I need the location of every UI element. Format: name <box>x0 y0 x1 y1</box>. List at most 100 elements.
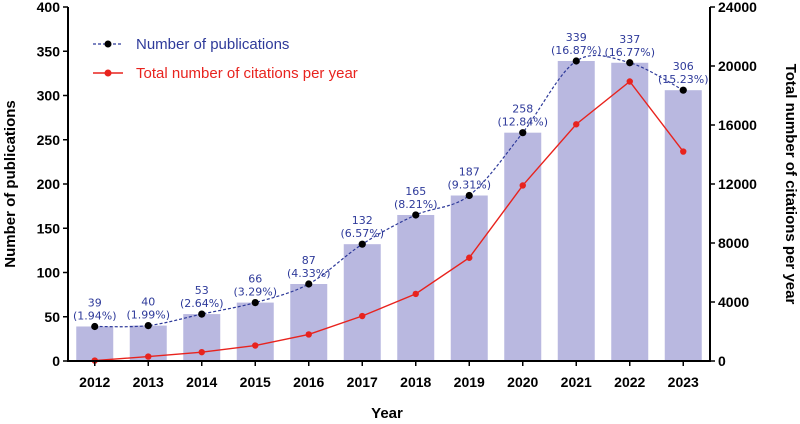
legend-citations-marker <box>104 69 112 77</box>
bar-percent-label-2023: (15.23%) <box>658 73 709 86</box>
bar-percent-label-2015: (3.29%) <box>233 286 277 299</box>
y-left-tick-label: 0 <box>52 353 60 369</box>
publications-point-2012 <box>91 322 99 331</box>
bars-group <box>76 60 702 362</box>
bar-percent-label-2018: (8.21%) <box>394 198 438 211</box>
y-right-tick-label: 0 <box>718 353 726 369</box>
x-tick-label-2016: 2016 <box>293 374 324 390</box>
x-tick-label-2022: 2022 <box>614 374 645 390</box>
bar-percent-label-2014: (2.64%) <box>180 297 224 310</box>
bar-2017 <box>343 244 381 361</box>
y-left-tick-label: 150 <box>37 220 61 236</box>
publications-point-2023 <box>679 86 687 94</box>
bar-2023 <box>664 90 702 361</box>
citations-point-2023 <box>680 148 687 155</box>
publications-point-2013 <box>144 322 152 330</box>
bar-count-label-2013: 40 <box>141 296 155 309</box>
bar-count-label-2014: 53 <box>195 284 209 297</box>
bar-labels-group: 39(1.94%) 40(1.99%) 53(2.64%) 66(3.29%) 87(4… <box>73 31 709 322</box>
bar-percent-label-2019: (9.31%) <box>447 179 491 192</box>
x-tick-label-2017: 2017 <box>347 374 378 390</box>
publications-point-2020 <box>519 129 527 137</box>
bar-2021 <box>557 60 595 362</box>
citations-line-group <box>91 78 687 364</box>
bar-percent-label-2013: (1.99%) <box>126 309 170 322</box>
bar-count-label-2016: 87 <box>302 254 316 267</box>
citations-point-2015 <box>252 342 259 349</box>
bar-count-label-2012: 39 <box>88 296 102 309</box>
x-tick-label-2014: 2014 <box>186 374 217 390</box>
publications-line-group <box>91 54 687 331</box>
y-right-tick-label: 12000 <box>718 176 757 192</box>
x-axis-title: Year <box>371 405 403 422</box>
bar-2015 <box>236 302 274 361</box>
axes-group: 0501001502002503003504000400080001200016… <box>37 0 758 390</box>
x-tick-label-2023: 2023 <box>668 374 699 390</box>
citations-point-2021 <box>573 121 580 128</box>
legend: Number of publications Total number of c… <box>93 36 358 82</box>
citations-point-2018 <box>412 290 419 298</box>
y-right-tick-label: 24000 <box>718 0 757 15</box>
bar-2022 <box>611 62 649 361</box>
bar-count-label-2021: 339 <box>566 31 587 44</box>
legend-publications-marker <box>104 40 112 48</box>
citations-point-2019 <box>466 254 473 261</box>
bar-percent-label-2017: (6.57%) <box>340 227 384 240</box>
y-right-tick-label: 20000 <box>718 58 757 74</box>
bar-count-label-2023: 306 <box>673 60 694 73</box>
publications-point-2016 <box>305 280 313 288</box>
bar-percent-label-2016: (4.33%) <box>287 267 331 280</box>
citations-point-2014 <box>198 348 205 356</box>
bar-2012 <box>76 326 114 361</box>
publications-point-2015 <box>251 298 259 307</box>
y-left-tick-label: 350 <box>37 43 61 59</box>
bar-count-label-2019: 187 <box>459 166 480 179</box>
bar-count-label-2022: 337 <box>619 33 640 46</box>
citations-line <box>94 80 684 362</box>
y-right-tick-label: 8000 <box>718 235 749 251</box>
bar-count-label-2020: 258 <box>512 103 533 116</box>
bar-count-label-2017: 132 <box>352 214 373 227</box>
publications-point-2017 <box>358 240 366 248</box>
y-axis-right-title: Total number of citations per year <box>782 64 799 305</box>
citations-point-2013 <box>145 353 152 360</box>
x-tick-label-2015: 2015 <box>240 374 271 390</box>
x-tick-label-2019: 2019 <box>454 374 485 390</box>
bar-percent-label-2022: (16.77%) <box>604 46 655 59</box>
citations-point-2022 <box>626 78 633 85</box>
citations-point-2017 <box>359 312 366 320</box>
publications-point-2019 <box>465 191 473 200</box>
y-axis-left-title: Number of publications <box>2 100 19 268</box>
x-tick-label-2020: 2020 <box>507 374 538 390</box>
y-left-tick-label: 50 <box>44 309 60 325</box>
bar-count-label-2015: 66 <box>248 273 262 286</box>
citations-point-2020 <box>519 182 526 189</box>
bar-percent-label-2021: (16.87%) <box>551 44 602 57</box>
publications-trend-line <box>94 54 684 328</box>
bar-percent-label-2020: (12.84%) <box>497 116 548 129</box>
x-tick-label-2018: 2018 <box>400 374 431 390</box>
y-right-tick-label: 16000 <box>718 117 757 133</box>
bar-2020 <box>504 132 542 361</box>
bar-2019 <box>450 195 488 361</box>
bar-2018 <box>397 214 435 361</box>
y-left-tick-label: 100 <box>37 265 61 281</box>
citations-point-2016 <box>305 331 312 338</box>
bar-count-label-2018: 165 <box>405 185 426 198</box>
x-tick-label-2012: 2012 <box>79 374 110 390</box>
bar-2016 <box>290 284 328 361</box>
publications-point-2022 <box>626 59 634 67</box>
x-tick-label-2021: 2021 <box>561 374 592 390</box>
legend-citations-label: Total number of citations per year <box>136 65 358 82</box>
y-left-tick-label: 300 <box>37 88 61 104</box>
y-left-tick-label: 200 <box>37 176 61 192</box>
publications-point-2014 <box>198 310 206 318</box>
x-tick-label-2013: 2013 <box>133 374 164 390</box>
legend-publications-label: Number of publications <box>136 36 289 53</box>
bar-percent-label-2012: (1.94%) <box>73 309 117 322</box>
y-left-tick-label: 400 <box>37 0 61 15</box>
y-left-tick-label: 250 <box>37 132 61 148</box>
publications-point-2021 <box>572 57 580 65</box>
y-right-tick-label: 4000 <box>718 294 749 310</box>
